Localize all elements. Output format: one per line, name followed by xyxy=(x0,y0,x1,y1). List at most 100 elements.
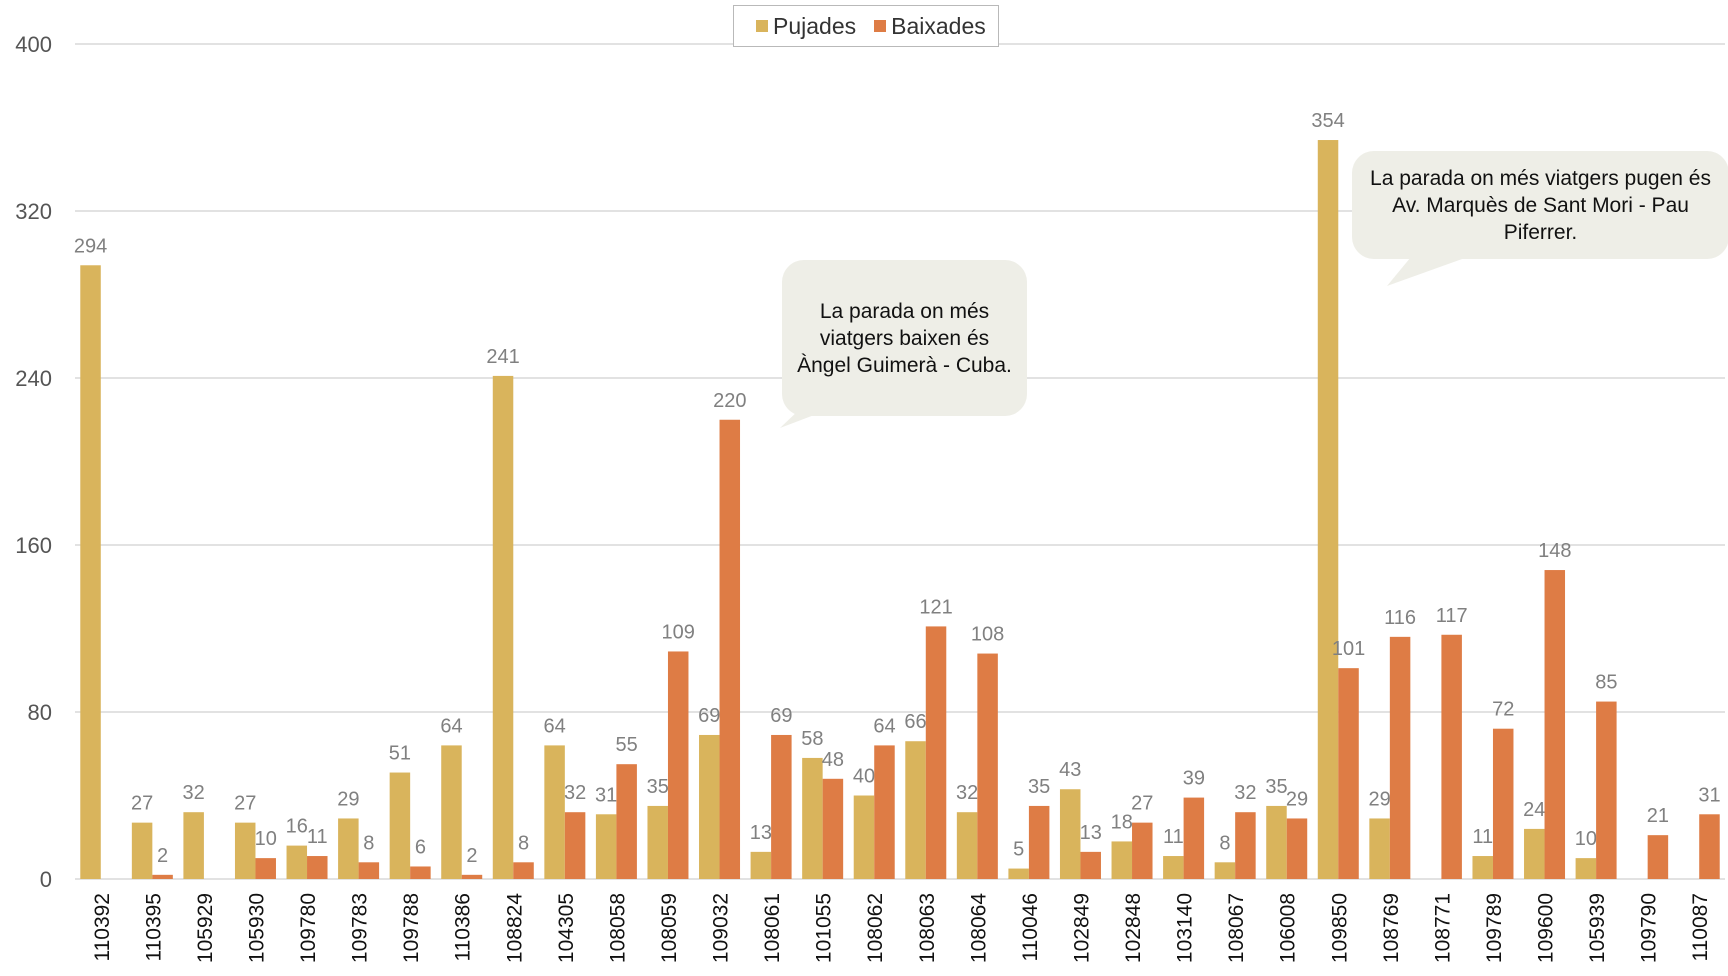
x-tick-label: 108064 xyxy=(967,893,990,963)
data-label: 11 xyxy=(1163,826,1184,848)
data-label: 48 xyxy=(822,749,844,771)
data-label: 121 xyxy=(919,596,952,618)
bar-baixades xyxy=(822,778,844,879)
data-label: 18 xyxy=(1111,811,1133,833)
data-label: 64 xyxy=(440,715,462,737)
x-tick-label: 108067 xyxy=(1225,893,1248,963)
data-label: 101 xyxy=(1332,638,1365,660)
data-label: 51 xyxy=(389,743,411,765)
data-label: 116 xyxy=(1384,607,1416,629)
data-label: 29 xyxy=(1286,788,1308,810)
data-label: 43 xyxy=(1059,759,1081,781)
data-label: 32 xyxy=(564,782,586,804)
bar-pujades xyxy=(1524,828,1545,879)
bar-pujades xyxy=(1472,856,1493,879)
data-label: 11 xyxy=(1472,826,1493,848)
data-label: 10 xyxy=(1575,828,1597,850)
x-tick-label: 108824 xyxy=(503,893,526,963)
bar-baixades xyxy=(977,653,998,879)
bar-baixades xyxy=(152,874,173,879)
data-label: 69 xyxy=(698,705,720,727)
bar-baixades xyxy=(1492,728,1514,879)
legend-item-pujades: Pujades xyxy=(756,13,856,40)
bar-pujades xyxy=(1163,856,1184,879)
bar-pujades xyxy=(286,845,308,879)
data-label: 108 xyxy=(971,624,1004,646)
bar-pujades xyxy=(1059,789,1081,879)
data-label: 117 xyxy=(1436,605,1468,627)
data-label: 16 xyxy=(286,816,308,838)
bar-pujades xyxy=(853,795,875,879)
data-label: 64 xyxy=(543,715,565,737)
bar-pujades xyxy=(647,805,668,879)
bar-pujades xyxy=(80,265,101,879)
x-tick-label: 109850 xyxy=(1328,893,1351,963)
bar-pujades xyxy=(389,772,411,879)
data-label: 13 xyxy=(1080,822,1102,844)
data-label: 64 xyxy=(873,715,895,737)
data-label: 39 xyxy=(1183,768,1205,790)
data-label: 109 xyxy=(662,621,695,643)
data-label: 220 xyxy=(713,390,746,412)
bar-baixades xyxy=(719,419,741,879)
data-label: 85 xyxy=(1595,672,1617,694)
bar-pujades xyxy=(1214,862,1236,879)
bar-baixades xyxy=(667,651,689,879)
y-tick-label: 0 xyxy=(40,867,52,892)
x-tick-label: 109789 xyxy=(1483,893,1506,963)
bar-pujades xyxy=(905,741,926,879)
data-label: 32 xyxy=(1234,782,1256,804)
data-label: 8 xyxy=(518,832,529,854)
data-label: 27 xyxy=(131,793,153,815)
bar-baixades xyxy=(410,866,431,879)
data-label: 10 xyxy=(255,828,277,850)
x-tick-label: 109783 xyxy=(349,893,372,963)
bar-baixades xyxy=(1235,812,1256,879)
data-label: 66 xyxy=(904,711,926,733)
bar-baixades xyxy=(1389,636,1411,879)
bar-baixades xyxy=(771,734,792,879)
data-label: 31 xyxy=(595,784,617,806)
data-label: 24 xyxy=(1523,799,1545,821)
data-label: 35 xyxy=(647,776,669,798)
bar-pujades xyxy=(802,757,823,879)
bar-pujades xyxy=(595,814,617,879)
x-tick-label: 105939 xyxy=(1586,893,1609,963)
bar-pujades xyxy=(750,851,772,879)
data-label: 13 xyxy=(750,822,772,844)
bar-baixades xyxy=(1647,835,1669,879)
bar-pujades xyxy=(441,745,462,879)
data-label: 29 xyxy=(337,788,359,810)
data-label: 35 xyxy=(1265,776,1287,798)
data-label: 21 xyxy=(1647,805,1669,827)
legend-label-pujades: Pujades xyxy=(773,12,857,39)
bar-baixades xyxy=(874,745,895,879)
x-tick-label: 103140 xyxy=(1174,893,1197,963)
x-tick-label: 110395 xyxy=(142,893,165,962)
data-label: 11 xyxy=(307,826,328,848)
data-label: 29 xyxy=(1368,788,1390,810)
bar-baixades xyxy=(1699,814,1720,879)
legend-item-baixades: Baixades xyxy=(874,13,986,40)
bar-pujades xyxy=(1266,805,1287,879)
x-tick-label: 108062 xyxy=(864,893,887,963)
x-tick-label: 110392 xyxy=(91,893,114,962)
bar-pujades xyxy=(1575,858,1597,879)
bar-pujades xyxy=(1008,868,1029,879)
x-tick-label: 101055 xyxy=(813,893,836,963)
x-tick-label: 109790 xyxy=(1638,893,1661,963)
bar-baixades xyxy=(1183,797,1205,879)
data-label: 354 xyxy=(1311,110,1344,132)
x-tick-label: 105929 xyxy=(194,893,217,963)
bar-baixades xyxy=(564,812,586,879)
data-label: 2 xyxy=(157,845,168,867)
data-label: 31 xyxy=(1698,784,1720,806)
bar-pujades xyxy=(544,745,565,879)
bar-pujades xyxy=(956,812,978,879)
bar-pujades xyxy=(492,375,514,879)
bar-baixades xyxy=(358,862,380,879)
legend-label-baixades: Baixades xyxy=(891,12,986,39)
bar-baixades xyxy=(925,626,947,879)
y-tick-label: 80 xyxy=(28,700,52,725)
x-tick-label: 102848 xyxy=(1122,893,1145,963)
